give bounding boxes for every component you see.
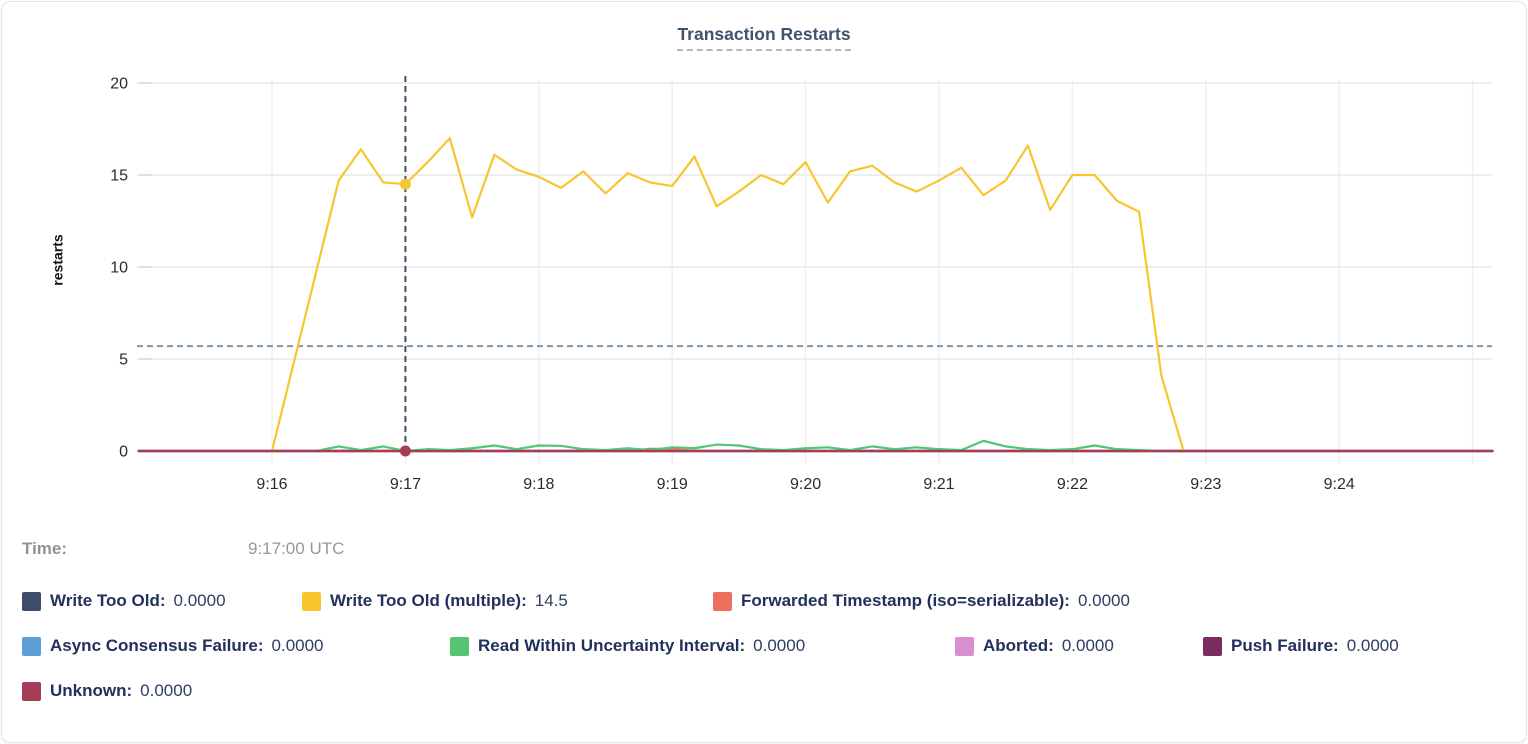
legend-label: Forwarded Timestamp (iso=serializable): [741, 591, 1070, 610]
legend-label: Aborted: [983, 636, 1054, 655]
hover-tooltip: Time: 9:17:00 UTC Write Too Old: 0.0000 Wr… [22, 535, 1512, 722]
legend-row: Async Consensus Failure: 0.0000 Read Withi… [22, 632, 1512, 660]
legend: Write Too Old: 0.0000 Write Too Old (multi… [22, 587, 1512, 705]
legend-item-write-too-old-multiple: Write Too Old (multiple): 14.5 [302, 591, 713, 611]
legend-swatch [450, 636, 469, 656]
legend-value: 0.0000 [753, 636, 806, 655]
legend-value: 0.0000 [1061, 636, 1114, 655]
legend-label: Write Too Old: [50, 591, 166, 610]
legend-swatch [22, 636, 41, 656]
legend-swatch [713, 591, 732, 611]
transaction-restarts-chart[interactable]: 0 5 10 15 20 9:16 9:17 9:18 9:19 9:20 9:21 9:22 9:23… [2, 2, 1527, 527]
legend-label: Async Consensus Failure: [50, 636, 264, 655]
legend-item-unknown: Unknown: 0.0000 [22, 681, 192, 701]
legend-value: 0.0000 [173, 591, 226, 610]
legend-label: Unknown: [50, 681, 133, 700]
time-label: Time: [22, 539, 68, 558]
legend-swatch [22, 591, 41, 611]
x-tick-label: 9:20 [790, 476, 821, 493]
legend-swatch [22, 681, 41, 701]
legend-swatch [1203, 636, 1222, 656]
hover-dot-unknown [399, 445, 411, 457]
hover-dot-write-too-old-multiple [399, 178, 411, 190]
legend-label: Push Failure: [1231, 636, 1339, 655]
y-axis-label: restarts [49, 234, 66, 286]
legend-value: 0.0000 [1077, 591, 1130, 610]
legend-item-write-too-old: Write Too Old: 0.0000 [22, 591, 302, 611]
legend-label: Write Too Old (multiple): [330, 591, 527, 610]
time-value: 9:17:00 UTC [248, 539, 345, 558]
legend-item-forwarded-timestamp-iso-serializable: Forwarded Timestamp (iso=serializable): 0… [713, 591, 1130, 611]
legend-swatch [955, 636, 974, 656]
x-tick-label: 9:18 [523, 476, 554, 493]
legend-label: Read Within Uncertainty Interval: [478, 636, 746, 655]
legend-item-aborted: Aborted: 0.0000 [955, 636, 1203, 656]
chart-title[interactable]: Transaction Restarts [677, 24, 851, 51]
legend-swatch [302, 591, 321, 611]
y-tick-label: 0 [119, 444, 128, 461]
x-tick-label: 9:21 [923, 476, 954, 493]
time-row: Time: 9:17:00 UTC [22, 535, 1512, 563]
legend-row: Write Too Old: 0.0000 Write Too Old (multi… [22, 587, 1512, 615]
series-read-within-uncertainty-interval [315, 439, 1163, 453]
legend-row: Unknown: 0.0000 [22, 677, 1512, 705]
x-tick-label: 9:23 [1190, 476, 1221, 493]
legend-value: 14.5 [534, 591, 568, 610]
legend-value: 0.0000 [271, 636, 324, 655]
y-tick-label: 10 [110, 260, 128, 277]
chart-canvas[interactable]: 0 5 10 15 20 9:16 9:17 9:18 9:19 9:20 9:21 9:22 9:23… [2, 2, 1527, 527]
y-tick-label: 5 [119, 352, 128, 369]
series-write-too-old-multiple [270, 137, 1185, 453]
x-tick-label: 9:16 [256, 476, 287, 493]
legend-item-read-within-uncertainty-interval: Read Within Uncertainty Interval: 0.0000 [450, 636, 955, 656]
x-tick-label: 9:24 [1324, 476, 1355, 493]
x-tick-label: 9:17 [390, 476, 421, 493]
x-tick-label: 9:19 [657, 476, 688, 493]
legend-item-async-consensus-failure: Async Consensus Failure: 0.0000 [22, 636, 450, 656]
legend-value: 0.0000 [1346, 636, 1399, 655]
legend-item-push-failure: Push Failure: 0.0000 [1203, 636, 1399, 656]
y-tick-label: 20 [110, 76, 128, 93]
legend-value: 0.0000 [140, 681, 193, 700]
x-tick-label: 9:22 [1057, 476, 1088, 493]
y-tick-label: 15 [110, 168, 128, 185]
